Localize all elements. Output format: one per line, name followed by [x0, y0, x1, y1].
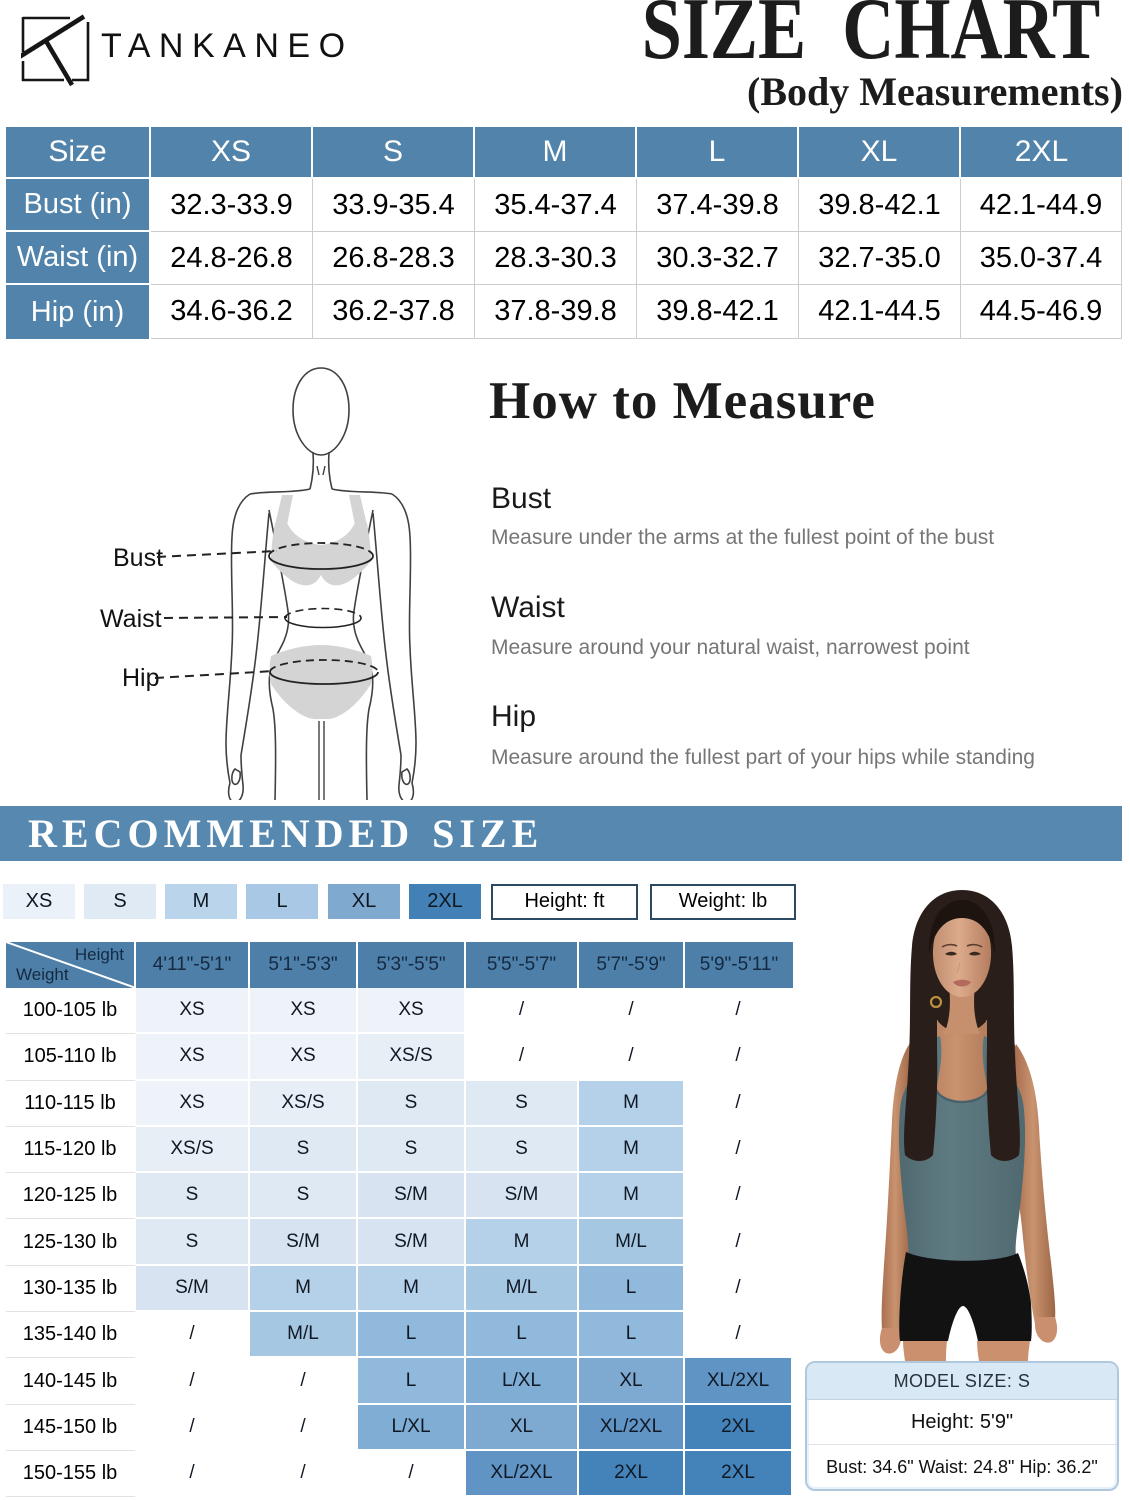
svg-text:Hip: Hip	[122, 664, 160, 692]
svg-text:Waist: Waist	[100, 605, 162, 633]
svg-text:Bust: Bust	[113, 544, 163, 572]
